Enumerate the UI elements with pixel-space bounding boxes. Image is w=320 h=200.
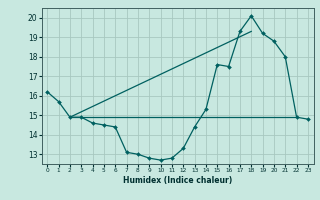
X-axis label: Humidex (Indice chaleur): Humidex (Indice chaleur) [123, 176, 232, 185]
